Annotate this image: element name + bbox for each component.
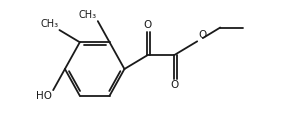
Text: HO: HO bbox=[36, 91, 52, 101]
Text: O: O bbox=[144, 20, 152, 30]
Text: CH₃: CH₃ bbox=[78, 10, 96, 20]
Text: CH₃: CH₃ bbox=[40, 19, 58, 29]
Text: O: O bbox=[198, 30, 206, 40]
Text: O: O bbox=[170, 80, 178, 90]
